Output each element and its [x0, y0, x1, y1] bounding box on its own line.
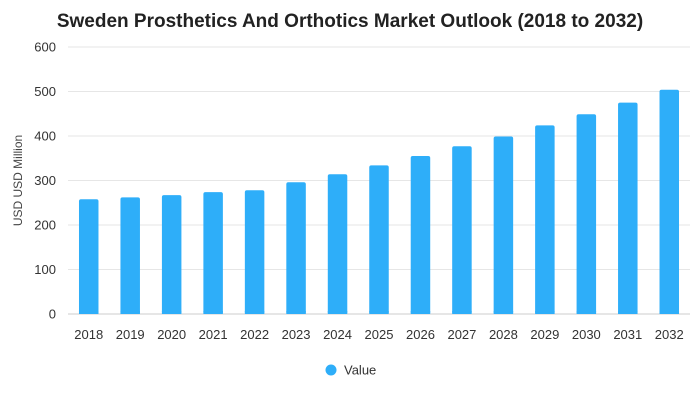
x-tick-label: 2024	[323, 327, 352, 342]
bars	[78, 89, 680, 314]
bar-2018	[78, 199, 99, 314]
x-tick-label: 2028	[489, 327, 518, 342]
bar-2031	[618, 102, 638, 314]
x-tick-label: 2020	[157, 327, 186, 342]
bar-base-2029	[535, 311, 555, 314]
bar-base-2032	[659, 311, 680, 314]
y-tick-label: 0	[49, 307, 56, 322]
y-axis-label: USD USD Million	[11, 135, 25, 226]
bar-base-2030	[576, 311, 597, 314]
x-tick-label: 2031	[613, 327, 642, 342]
x-tick-label: 2027	[447, 327, 476, 342]
x-tick-label: 2030	[572, 327, 601, 342]
chart-title: Sweden Prosthetics And Orthotics Market …	[57, 11, 643, 32]
bar-2026	[410, 156, 431, 314]
bar-2022	[244, 190, 265, 314]
bar-2020	[161, 195, 182, 314]
bar-2025	[369, 165, 389, 314]
bar-base-2018	[78, 311, 99, 314]
bar-2023	[286, 182, 306, 314]
x-tick-label: 2032	[655, 327, 684, 342]
bar-base-2027	[452, 311, 472, 314]
bar-2032	[659, 89, 680, 314]
bar-base-2022	[244, 311, 265, 314]
y-tick-label: 400	[34, 129, 56, 144]
legend-label-value: Value	[344, 363, 376, 378]
bar-base-2025	[369, 311, 389, 314]
x-tick-label: 2022	[240, 327, 269, 342]
y-tick-label: 100	[34, 262, 56, 277]
bar-2029	[535, 125, 555, 314]
bar-2021	[203, 192, 223, 314]
y-tick-label: 500	[34, 84, 56, 99]
bar-base-2020	[161, 311, 182, 314]
x-tick-label: 2025	[365, 327, 394, 342]
bar-2030	[576, 114, 597, 314]
x-tick-label: 2019	[116, 327, 145, 342]
bar-2027	[452, 146, 472, 314]
bar-base-2028	[493, 311, 514, 314]
bar-2028	[493, 136, 514, 314]
bar-base-2026	[410, 311, 431, 314]
x-tick-label: 2018	[74, 327, 103, 342]
x-tick-label: 2023	[282, 327, 311, 342]
y-axis-ticks: 0 100 200 300 400 500 600	[34, 40, 56, 322]
y-tick-label: 600	[34, 40, 56, 55]
y-tick-label: 200	[34, 218, 56, 233]
bar-base-2021	[203, 311, 223, 314]
bar-base-2023	[286, 311, 306, 314]
legend: Value	[325, 363, 376, 378]
bar-2019	[120, 197, 140, 314]
y-tick-label: 300	[34, 173, 56, 188]
x-tick-label: 2021	[199, 327, 228, 342]
bar-2024	[327, 174, 348, 314]
bar-base-2024	[327, 311, 348, 314]
legend-marker-value	[325, 364, 337, 376]
bar-base-2019	[120, 311, 140, 314]
bar-base-2031	[618, 311, 638, 314]
x-tick-label: 2026	[406, 327, 435, 342]
x-axis-ticks: 2018 2019 2020 2021 2022 2023 2024 2025 2026 2027…	[74, 327, 683, 342]
x-tick-label: 2029	[530, 327, 559, 342]
